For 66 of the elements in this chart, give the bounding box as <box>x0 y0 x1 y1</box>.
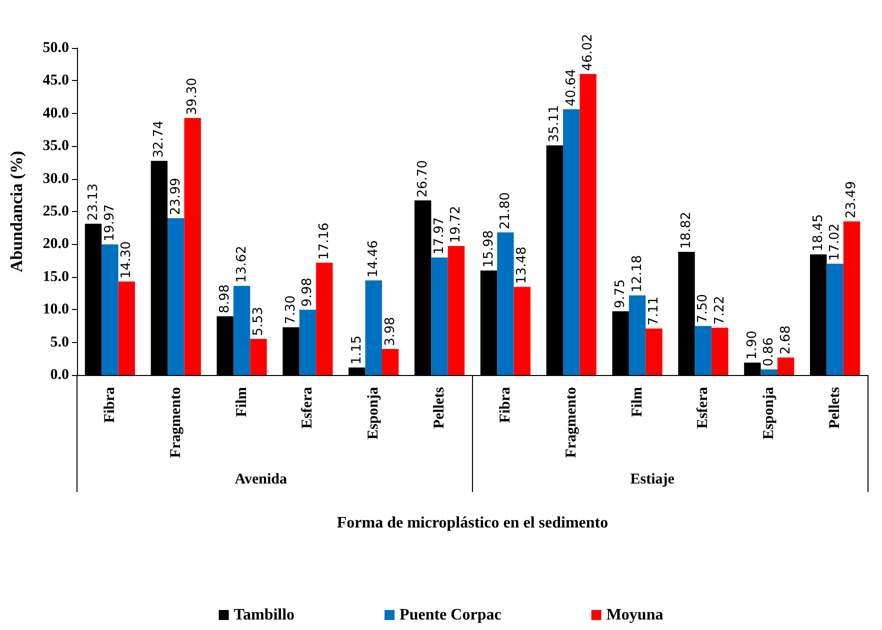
x-tick-label: Esfera <box>695 386 712 429</box>
x-tick-label: Fibra <box>102 386 118 423</box>
data-label: 19.97 <box>102 204 118 242</box>
text: Estiaje <box>630 472 675 488</box>
x-tick-label: Film <box>629 386 646 417</box>
data-label: 7.22 <box>712 296 728 325</box>
data-label: 13.48 <box>514 246 530 284</box>
data-label: 13.62 <box>234 246 250 283</box>
data-label: 35.11 <box>547 105 562 142</box>
x-tick-label: Esfera <box>300 386 316 429</box>
data-label: 7.11 <box>646 296 662 326</box>
y-tick-label: 25.0 <box>42 204 69 220</box>
data-label: 9.98 <box>300 278 316 307</box>
x-tick-label: Fibra <box>497 386 514 423</box>
y-tick-label: 10.0 <box>42 302 69 318</box>
data-label: 18.82 <box>679 212 694 249</box>
x-axis-title: Forma de microplástico en el sedimento <box>336 514 608 532</box>
data-label: 46.02 <box>580 34 596 72</box>
data-label: 32.74 <box>152 120 167 158</box>
data-label: 14.30 <box>119 241 134 278</box>
data-label: 18.45 <box>810 214 826 252</box>
data-label: 19.72 <box>448 206 464 244</box>
data-label: 40.64 <box>564 68 579 106</box>
data-label: 21.80 <box>498 192 513 230</box>
data-label: 15.98 <box>481 230 496 268</box>
y-tick-label: 20.0 <box>42 236 69 252</box>
x-tick-label: Esponja <box>761 386 778 440</box>
x-tick-label: Pellets <box>432 386 448 429</box>
data-label: 1.90 <box>744 330 760 360</box>
data-label: 17.97 <box>432 217 448 254</box>
y-tick-label: 50.0 <box>42 40 69 56</box>
y-tick-label: 5.0 <box>50 334 69 350</box>
data-label: 23.49 <box>844 181 860 218</box>
y-tick-label: 45.0 <box>42 72 69 89</box>
x-tick-label: Esponja <box>366 386 382 440</box>
data-label: 7.50 <box>696 294 711 323</box>
data-label: 14.46 <box>366 240 382 278</box>
legend-label: Moyuna <box>606 606 664 624</box>
data-label: 2.68 <box>778 326 794 354</box>
legend-label: Puente Corpac <box>400 606 502 624</box>
y-tick-label: 40.0 <box>42 105 69 122</box>
data-label: 17.16 <box>316 222 332 260</box>
y-tick-label: 30.0 <box>42 170 69 187</box>
legend-label: Tambillo <box>234 606 295 624</box>
data-label: 0.86 <box>762 337 777 366</box>
data-label: 1.15 <box>349 336 364 364</box>
y-axis-title: Abundancia (%) <box>7 150 26 272</box>
data-label: 17.02 <box>828 223 843 261</box>
data-label: 23.99 <box>168 178 184 216</box>
y-tick-label: 0.0 <box>50 367 69 383</box>
data-label: 39.30 <box>185 78 200 115</box>
x-tick-label: Film <box>234 386 250 417</box>
x-tick-label: Fragmento <box>168 387 184 458</box>
data-label: 5.53 <box>250 306 266 336</box>
x-tick-label: Pellets <box>827 386 844 429</box>
data-label: 9.75 <box>613 279 628 308</box>
y-tick-label: 15.0 <box>42 268 69 285</box>
data-label: 23.13 <box>86 184 101 221</box>
data-label: 7.30 <box>284 295 299 324</box>
data-label: 26.70 <box>415 160 430 198</box>
data-label: 12.18 <box>630 255 645 292</box>
data-label: 3.98 <box>382 317 398 346</box>
text: Avenida <box>234 472 288 488</box>
x-tick-label: Fragmento <box>563 387 580 458</box>
y-tick-label: 35.0 <box>42 138 69 154</box>
data-label: 8.98 <box>218 284 233 314</box>
